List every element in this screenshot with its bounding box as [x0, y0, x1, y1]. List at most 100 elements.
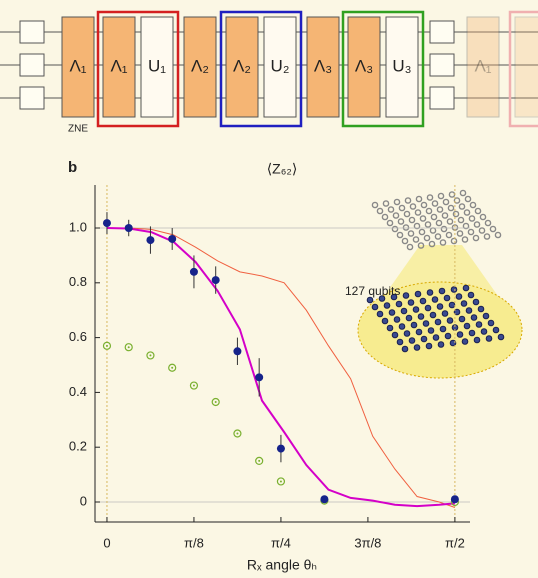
x-tick-label: 3π/8 — [354, 535, 381, 550]
x-tick-label: π/8 — [184, 535, 204, 550]
lattice-node — [484, 234, 489, 239]
gate-label: Λ₂ — [191, 56, 209, 75]
lattice-node — [453, 211, 458, 216]
lattice-node — [462, 339, 468, 345]
lattice-node — [411, 322, 417, 328]
lattice-node — [475, 208, 480, 213]
lattice-node — [413, 307, 419, 313]
gate-label: Λ₁ — [474, 56, 491, 75]
lattice-node — [469, 330, 475, 336]
lattice-node — [461, 301, 467, 307]
lattice-node — [427, 195, 432, 200]
y-tick-label: 1.0 — [69, 219, 87, 234]
lattice-node — [439, 288, 445, 294]
lattice-node — [488, 320, 494, 326]
lattice-node — [474, 222, 479, 227]
lattice-node — [431, 214, 436, 219]
lattice-node — [447, 219, 452, 224]
lattice-node — [421, 336, 427, 342]
lattice-node — [383, 201, 388, 206]
lattice-node — [442, 311, 448, 317]
lattice-node — [451, 287, 457, 293]
point — [277, 445, 285, 453]
y-tick-label: 0.2 — [69, 439, 87, 454]
lattice-node — [474, 337, 480, 343]
lattice-node — [432, 201, 437, 206]
gate-label: Λ₃ — [314, 56, 332, 75]
gate-label: U₁ — [148, 56, 166, 75]
lattice-node — [402, 238, 407, 243]
lattice-node — [419, 229, 424, 234]
gate-label: U₂ — [271, 56, 290, 75]
lattice-node — [414, 345, 420, 351]
lattice-node — [397, 339, 403, 345]
lattice-node — [481, 329, 487, 335]
lattice-node — [382, 318, 388, 324]
point — [320, 495, 328, 503]
lattice-node — [410, 204, 415, 209]
lattice-node — [437, 304, 443, 310]
lattice-node — [396, 301, 402, 307]
figure: Λ₁Λ₁U₁Λ₂Λ₂U₂Λ₃Λ₃U₃Λ₁ ZNE b ⟨Z₆₂⟩ Rₓ angl… — [0, 0, 538, 578]
lattice-node — [372, 202, 377, 207]
gate-label: Λ₃ — [355, 56, 373, 75]
qubit-box — [20, 87, 44, 109]
lattice-node — [447, 318, 453, 324]
lattice-node — [433, 335, 439, 341]
lattice-node — [377, 311, 383, 317]
lattice-node — [408, 300, 414, 306]
lattice-node — [409, 217, 414, 222]
gate-label: Λ₂ — [233, 56, 251, 75]
lattice-node — [457, 332, 463, 338]
lattice-node — [437, 207, 442, 212]
lattice-node — [397, 232, 402, 237]
lattice-node — [408, 231, 413, 236]
lattice-node — [416, 196, 421, 201]
lattice-node — [392, 226, 397, 231]
lattice-node — [493, 327, 499, 333]
lattice-node — [425, 305, 431, 311]
lattice-node — [406, 315, 412, 321]
lattice-node — [403, 293, 409, 299]
lattice-node — [415, 291, 421, 297]
lattice-node — [483, 313, 489, 319]
lattice-node — [426, 208, 431, 213]
lattice-node — [377, 208, 382, 213]
point-center — [149, 354, 151, 356]
lattice-node — [405, 198, 410, 203]
lattice-node — [456, 294, 462, 300]
lattice-node — [440, 240, 445, 245]
lattice-node — [465, 196, 470, 201]
point-center — [280, 480, 282, 482]
lattice-node — [407, 244, 412, 249]
y-tick-label: 0.8 — [69, 274, 87, 289]
lattice-node — [420, 298, 426, 304]
qubit-box — [430, 87, 454, 109]
lattice-node — [409, 338, 415, 344]
lattice-node — [473, 299, 479, 305]
lattice-node — [443, 199, 448, 204]
point-center — [258, 460, 260, 462]
y-tick-label: 0.6 — [69, 329, 87, 344]
lattice-node — [428, 328, 434, 334]
point-center — [193, 385, 195, 387]
qubit-box — [20, 54, 44, 76]
lattice-node — [387, 220, 392, 225]
lattice-node — [446, 232, 451, 237]
lattice-node — [372, 304, 378, 310]
gate-label: Λ₁ — [110, 56, 127, 75]
point — [103, 219, 111, 227]
lattice-node — [415, 210, 420, 215]
lattice-node — [480, 214, 485, 219]
lattice-node — [445, 333, 451, 339]
lattice-node — [389, 310, 395, 316]
point — [233, 347, 241, 355]
lattice-node — [384, 303, 390, 309]
point-center — [128, 346, 130, 348]
lattice-node — [459, 204, 464, 209]
lattice-node — [387, 325, 393, 331]
qubit-box — [430, 21, 454, 43]
lattice-node — [451, 238, 456, 243]
lattice-node — [382, 214, 387, 219]
lattice-node — [440, 326, 446, 332]
